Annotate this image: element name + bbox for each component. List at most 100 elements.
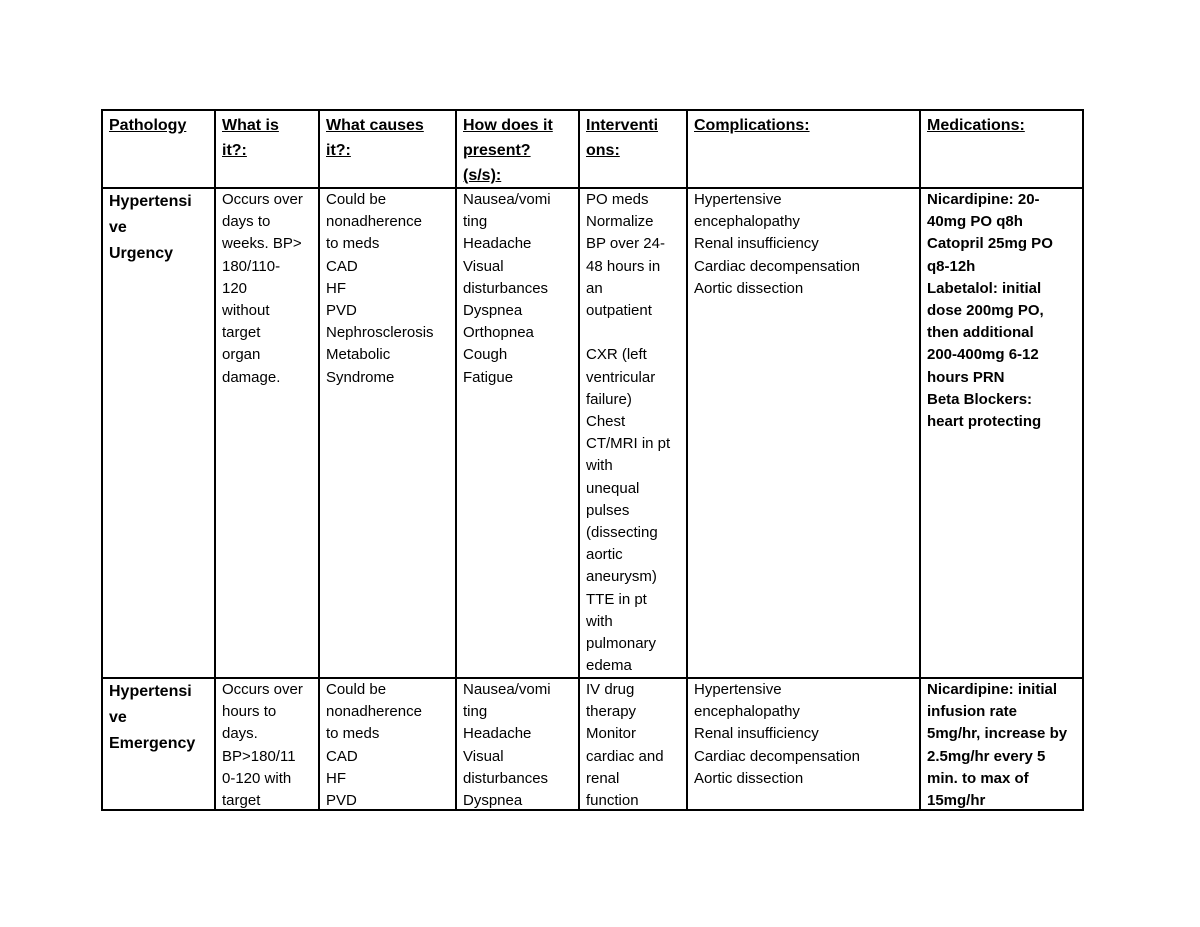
table-border (101, 109, 1084, 111)
cell-text: PVD (326, 792, 357, 809)
cell-text: disturbances (463, 769, 549, 787)
header-cell-text: ons: (586, 142, 620, 159)
cell-text: unequal (586, 479, 640, 497)
cell-text: PO meds (586, 191, 649, 208)
cell-text: nonadherence (326, 703, 422, 721)
cell-text: dose 200mg PO, (927, 302, 1044, 319)
cell-text: Fatigue (463, 368, 514, 386)
cell-text: Could be (326, 191, 387, 208)
pathology-name: ve (109, 709, 127, 726)
cell-text: edema (586, 657, 632, 675)
cell-text: Nicardipine: 20- (927, 191, 1040, 208)
cell-text: min. to max of (927, 769, 1029, 787)
cell-text: nonadherence (326, 213, 422, 231)
cell-text: to meds (326, 235, 380, 253)
cell-text: then additional (927, 324, 1034, 342)
cell-text: hours PRN (927, 368, 1005, 386)
table-border (1082, 109, 1084, 809)
cell-text: encephalopathy (694, 213, 800, 231)
cell-text: cardiac and (586, 747, 664, 765)
cell-text: aneurysm) (586, 568, 657, 586)
cell-text: Nausea/vomi (463, 681, 551, 698)
cell-text: Beta Blockers: (927, 390, 1033, 408)
cell-text: Headache (463, 235, 532, 253)
cell-text: BP over 24- (586, 235, 665, 253)
cell-text: target (222, 324, 261, 342)
cell-text: Headache (463, 725, 532, 743)
header-cell-text: Complications: (694, 117, 810, 134)
cell-text: Visual (463, 257, 504, 275)
header-cell-text: How does it (463, 117, 553, 134)
cell-text: HF (326, 769, 346, 787)
cell-text: CAD (326, 257, 358, 275)
cell-text: Orthopnea (463, 324, 534, 342)
cell-text: Nicardipine: initial (927, 681, 1058, 698)
cell-text: function (586, 792, 639, 809)
cell-text: disturbances (463, 279, 549, 297)
cell-text: ting (463, 703, 488, 721)
cell-text: Monitor (586, 725, 637, 743)
cell-text: pulmonary (586, 635, 657, 652)
cell-text: 15mg/hr (927, 792, 986, 809)
table-border (101, 809, 1084, 811)
cell-text: 40mg PO q8h (927, 213, 1023, 231)
cell-text: CXR (left (586, 346, 647, 364)
cell-text: to meds (326, 725, 380, 743)
cell-text: days to (222, 213, 271, 231)
cell-text: Normalize (586, 213, 654, 231)
cell-text: target (222, 792, 261, 809)
table-border (214, 109, 216, 809)
cell-text: (dissecting (586, 524, 658, 541)
cell-text: PVD (326, 302, 357, 319)
cell-text: TTE in pt (586, 590, 647, 608)
cell-text: Aortic dissection (694, 769, 804, 787)
cell-text: Renal insufficiency (694, 725, 819, 743)
cell-text: IV drug (586, 681, 635, 698)
cell-text: ting (463, 213, 488, 231)
table-border (101, 109, 103, 809)
cell-text: pulses (586, 501, 630, 519)
cell-text: Labetalol: initial (927, 279, 1042, 297)
cell-text: 200-400mg 6-12 (927, 346, 1039, 364)
cell-text: Renal insufficiency (694, 235, 819, 253)
cell-text: organ (222, 346, 261, 364)
cell-text: ventricular (586, 368, 656, 386)
header-cell-text: Pathology (109, 117, 187, 134)
cell-text: Cough (463, 346, 508, 364)
header-cell-text: it?: (326, 142, 351, 159)
table-border (101, 677, 1084, 679)
cell-text: Cardiac decompensation (694, 747, 860, 765)
pathology-name: Hypertensi (109, 683, 192, 700)
table-border (686, 109, 688, 809)
header-cell-text: What is (222, 117, 279, 134)
header-cell-text: What causes (326, 117, 424, 134)
cell-text: 180/110- (222, 257, 281, 275)
cell-text: CAD (326, 747, 358, 765)
table-border (919, 109, 921, 809)
cell-text: with (586, 457, 613, 475)
cell-text: therapy (586, 703, 637, 721)
cell-text: Hypertensive (694, 191, 782, 208)
cell-text: 2.5mg/hr every 5 (927, 747, 1046, 765)
cell-text: Occurs over (222, 681, 303, 698)
cell-text: Chest (586, 413, 626, 430)
cell-text: Nausea/vomi (463, 191, 551, 208)
cell-text: outpatient (586, 302, 652, 319)
cell-text: 0-120 with (222, 769, 292, 787)
cell-text: weeks. BP> (222, 235, 302, 253)
cell-text: renal (586, 769, 620, 787)
cell-text: Occurs over (222, 191, 303, 208)
table-border (101, 187, 1084, 189)
cell-text: aortic (586, 546, 623, 564)
header-cell-text: (s/s): (463, 167, 502, 184)
cell-text: Aortic dissection (694, 279, 804, 297)
cell-text: 5mg/hr, increase by (927, 725, 1068, 743)
cell-text: Dyspnea (463, 302, 523, 319)
table-border (318, 109, 320, 809)
cell-text: Catopril 25mg PO (927, 235, 1053, 253)
cell-text: Metabolic (326, 346, 391, 364)
cell-text: hours to (222, 703, 277, 721)
cell-text: infusion rate (927, 703, 1018, 721)
cell-text: CT/MRI in pt (586, 435, 671, 453)
